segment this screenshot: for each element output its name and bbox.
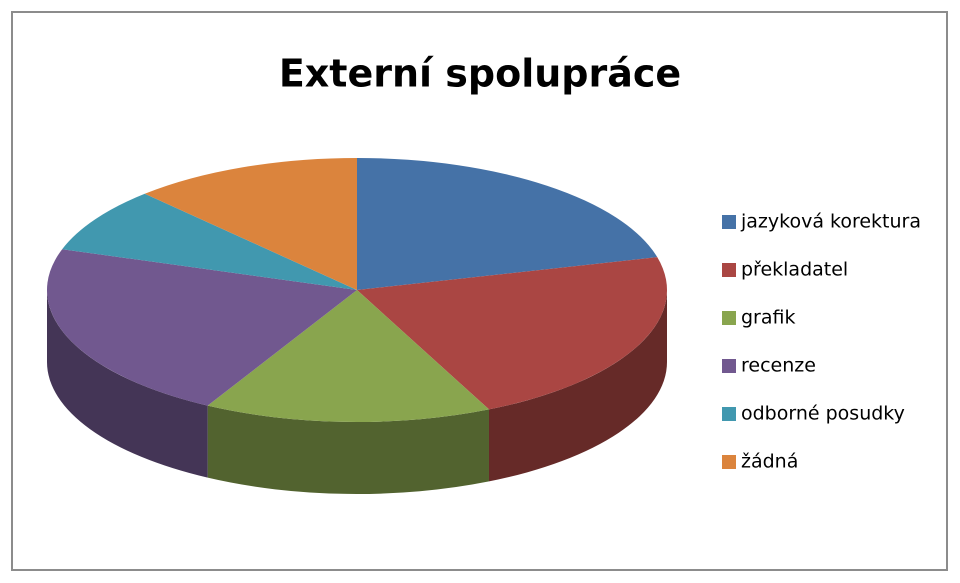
legend-swatch bbox=[722, 215, 736, 229]
legend-label: odborné posudky bbox=[741, 403, 905, 425]
slice bbox=[46, 249, 357, 406]
legend-label: jazyková korektura bbox=[740, 211, 921, 233]
slice bbox=[357, 158, 658, 290]
legend-label: žádná bbox=[741, 451, 798, 473]
slice bbox=[144, 158, 357, 290]
slice bbox=[207, 290, 489, 423]
legend-swatch bbox=[722, 263, 736, 277]
legend-label: recenze bbox=[741, 355, 816, 377]
slice-side bbox=[207, 405, 489, 495]
legend-swatch bbox=[722, 359, 736, 373]
legend-label: grafik bbox=[741, 307, 796, 329]
legend-label: překladatel bbox=[741, 259, 848, 281]
legend-swatch bbox=[722, 407, 736, 421]
chart-title: Externí spolupráce bbox=[279, 52, 681, 96]
slice bbox=[62, 193, 357, 290]
slice-side bbox=[488, 290, 667, 482]
slice-side bbox=[47, 290, 208, 478]
slice bbox=[357, 257, 667, 410]
legend-swatch bbox=[722, 455, 736, 469]
legend-swatch bbox=[722, 311, 736, 325]
